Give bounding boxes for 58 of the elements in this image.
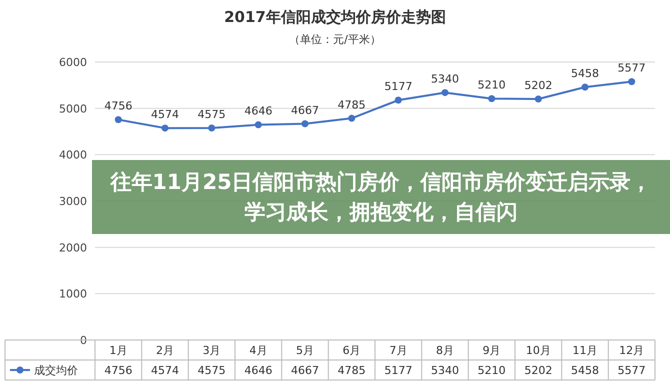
- annotation: 5577: [618, 62, 646, 75]
- legend-label: 成交均价: [34, 364, 78, 377]
- chart-title: 2017年信阳成交均价房价走势图: [224, 8, 446, 26]
- point: [162, 124, 168, 132]
- annotation: 4785: [338, 98, 366, 112]
- x-tick-label: 4月: [249, 344, 268, 357]
- x-tick-label: 1月: [109, 344, 128, 357]
- data-label: 5458: [571, 364, 599, 377]
- annotation: 4667: [291, 104, 319, 117]
- y-tick-label: 1000: [59, 288, 87, 301]
- point: [534, 95, 542, 102]
- annotation: 往年11月25日信阳市热门房价，信阳市房价变迁启示录，学习成长，拥抱变化，自信闪: [92, 160, 670, 234]
- annotation: 5458: [571, 67, 599, 80]
- point: [394, 96, 402, 104]
- annotation: 4646: [244, 104, 272, 118]
- y-tick-label: 2000: [59, 241, 87, 254]
- point: [302, 120, 308, 128]
- x-tick-label: 10月: [526, 344, 551, 357]
- annotation: 4575: [198, 108, 226, 122]
- data-label: 4667: [291, 364, 319, 377]
- annotation: 5210: [478, 78, 506, 92]
- data-label: 4756: [104, 364, 132, 377]
- y-tick-label: 4000: [59, 148, 87, 162]
- point: [442, 89, 448, 96]
- data-label: 5577: [618, 364, 646, 377]
- data-label: 5202: [524, 364, 552, 377]
- x-tick-label: 5月: [296, 344, 314, 357]
- annotation: 5340: [431, 72, 459, 86]
- data-label: 4575: [198, 364, 226, 377]
- x-tick-label: 12月: [619, 344, 644, 357]
- data-label: 5177: [384, 364, 412, 377]
- x-tick-label: 9月: [482, 344, 501, 357]
- point: [488, 95, 496, 102]
- point: [254, 121, 262, 128]
- annotation: 4574: [151, 108, 179, 122]
- annotation: 5177: [384, 80, 412, 94]
- x-tick-label: 8月: [436, 344, 454, 357]
- x-tick-label: 7月: [389, 344, 408, 357]
- data-label: 4785: [338, 364, 366, 377]
- y-tick-label: 5000: [59, 102, 87, 116]
- y-tick-label: 6000: [59, 56, 87, 69]
- point: [628, 78, 636, 86]
- x-tick-label: 6月: [342, 344, 361, 357]
- annotation: 5202: [524, 78, 552, 92]
- x-tick-label: 2月: [156, 344, 174, 357]
- point: [582, 84, 588, 91]
- data-label: 5210: [478, 364, 506, 377]
- x-tick-label: 11月: [572, 344, 598, 357]
- annotation: 4756: [104, 100, 132, 113]
- chart-subtitle: （单位：元/平米）: [289, 33, 381, 46]
- data-label: 4574: [151, 364, 179, 377]
- point: [208, 124, 216, 132]
- data-label: 4646: [244, 364, 272, 377]
- x-tick-label: 3月: [202, 344, 221, 357]
- point: [114, 116, 122, 124]
- point: [348, 114, 356, 122]
- data-label: 5340: [431, 364, 459, 377]
- y-tick-label: 3000: [59, 195, 87, 208]
